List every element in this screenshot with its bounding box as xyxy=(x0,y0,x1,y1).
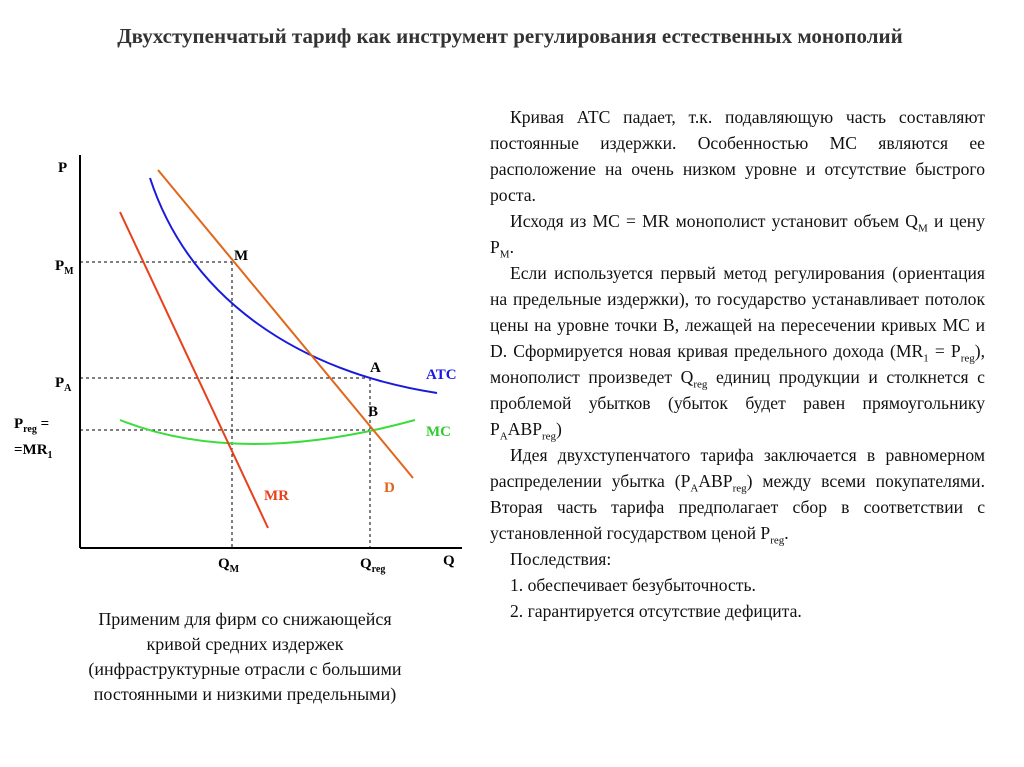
label-text: B xyxy=(368,404,378,420)
label-text: MR xyxy=(264,488,289,504)
text-run: . xyxy=(784,523,789,543)
text-run: Исходя из MC = MR монополист установит о… xyxy=(510,211,919,231)
slide-title: Двухступенчатый тариф как инструмент рег… xyxy=(117,24,903,48)
label-text: P xyxy=(14,416,23,432)
paragraph: Исходя из MC = MR монополист установит о… xyxy=(490,208,985,260)
label-subscript: 1 xyxy=(48,450,53,461)
diagram-label: =MR1 xyxy=(14,442,53,461)
subscript: M xyxy=(918,222,928,235)
text-run: . xyxy=(509,237,514,257)
diagram-label: M xyxy=(234,248,248,264)
label-subscript: A xyxy=(64,383,72,394)
diagram-label: PA xyxy=(55,375,72,394)
caption-line: кривой средних издержек xyxy=(146,634,344,654)
label-subscript: reg xyxy=(23,424,37,435)
text-run: ABP xyxy=(698,471,733,491)
diagram-label: QM xyxy=(218,556,240,575)
subscript: A xyxy=(499,430,508,443)
subscript: A xyxy=(690,482,699,495)
label-text: =MR xyxy=(14,442,48,458)
label-text: P xyxy=(58,160,67,176)
diagram-label: P xyxy=(58,160,67,176)
diagram-label: Qreg xyxy=(360,556,385,575)
caption: Применим для фирм со снижающейся кривой с… xyxy=(30,607,460,707)
label-text: P xyxy=(55,375,64,391)
atc-curve xyxy=(149,177,438,394)
diagram-label: B xyxy=(368,404,378,420)
label-text: P xyxy=(55,258,64,274)
subscript: reg xyxy=(770,534,785,547)
demand-curve xyxy=(157,169,414,479)
label-text: Q xyxy=(443,553,455,569)
text-run: ) xyxy=(556,419,562,439)
label-text: D xyxy=(384,480,395,496)
diagram-label: Preg = xyxy=(14,416,49,435)
label-text: ATC xyxy=(426,367,457,383)
diagram-label: ATC xyxy=(426,367,457,383)
label-text: A xyxy=(370,360,381,376)
text-run: Если используется первый метод регулиров… xyxy=(490,263,985,361)
paragraph: 2. гарантируется отсутствие дефицита. xyxy=(510,601,802,621)
paragraph: Кривая АТС падает, т.к. подавляющую част… xyxy=(490,107,985,205)
body-text: Кривая АТС падает, т.к. подавляющую част… xyxy=(490,104,985,624)
label-text: M xyxy=(234,248,248,264)
subscript: reg xyxy=(732,482,747,495)
paragraph: 1. обеспечивает безубыточность. xyxy=(510,575,756,595)
text-run: ), монополист произведет Q xyxy=(490,341,985,387)
subscript: reg xyxy=(541,430,557,443)
label-subscript: M xyxy=(64,266,74,277)
text-run: Идея двухступенчатого тарифа заключается… xyxy=(490,445,985,491)
label-subscript: M xyxy=(230,564,240,575)
text-run: = P xyxy=(928,341,961,361)
mr-curve xyxy=(119,211,269,529)
diagram-label: MR xyxy=(264,488,289,504)
label-subscript: reg xyxy=(372,564,386,575)
caption-line: (инфраструктурные отрасли с большими xyxy=(88,659,402,679)
paragraph: Последствия: xyxy=(510,549,612,569)
text-run: единиц продукции и столкнется с проблемо… xyxy=(490,367,985,439)
subscript: reg xyxy=(960,352,975,365)
subscript: 1 xyxy=(923,352,929,365)
mc-curve xyxy=(119,419,416,445)
subscript: M xyxy=(499,248,510,261)
subscript: reg xyxy=(693,378,708,391)
text-run: ) между всеми покупателями. Вторая часть… xyxy=(490,471,985,543)
caption-line: Применим для фирм со снижающейся xyxy=(98,609,392,629)
label-text: MC xyxy=(426,424,451,440)
diagram-label: MC xyxy=(426,424,451,440)
label-text: Q xyxy=(218,556,230,572)
paragraph: Если используется первый метод регулиров… xyxy=(490,260,985,442)
caption-line: постоянными и низкими предельными) xyxy=(93,684,397,704)
diagram-label: Q xyxy=(443,553,455,569)
diagram-label: A xyxy=(370,360,381,376)
text-run: ABP xyxy=(507,419,542,439)
diagram-label: PM xyxy=(55,258,74,277)
label-text: Q xyxy=(360,556,372,572)
label-text: = xyxy=(37,416,49,432)
diagram-label: D xyxy=(384,480,395,496)
text-run: и цену P xyxy=(490,211,985,257)
paragraph: Идея двухступенчатого тарифа заключается… xyxy=(490,442,985,546)
